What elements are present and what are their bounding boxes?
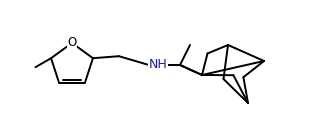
Text: O: O — [68, 36, 77, 50]
Text: NH: NH — [149, 59, 167, 72]
